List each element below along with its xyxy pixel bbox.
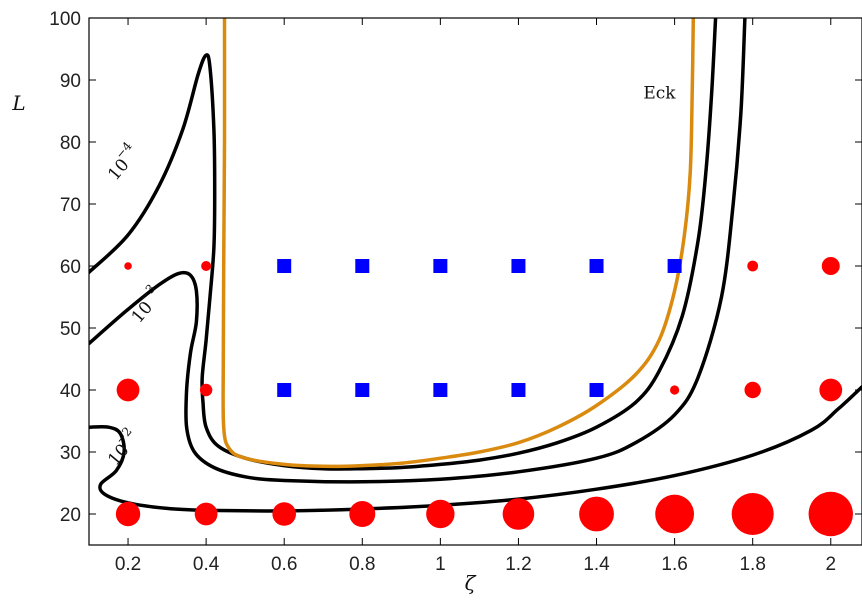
contour-label: 10−3 [128,282,158,328]
blue-square-point [355,259,370,273]
blue-square-point [511,259,526,273]
contour-1e-2-curve [89,385,862,513]
eckhaus-curve [221,18,696,469]
y-tick-label: 20 [60,505,81,526]
y-tick-label: 30 [60,443,81,464]
blue-square-point [511,383,526,397]
contour-label: 10−4 [104,139,135,185]
contour-label-base: 10 [104,155,133,184]
data-points [115,257,853,537]
contour-1e-3-curve [89,18,747,484]
red-point [744,381,761,399]
red-point [655,494,695,534]
blue-square-point [589,383,604,397]
contour-1e-4-curve [89,18,718,471]
x-tick-label: 1.8 [739,554,765,575]
red-point [747,260,759,272]
red-point [731,493,774,535]
y-tick-label: 90 [60,71,81,92]
red-point [821,257,840,275]
red-point [199,383,213,397]
x-tick-label: 1 [435,554,446,575]
blue-square-point [277,259,292,273]
blue-square-point [667,259,682,273]
y-axis-label: L [11,91,25,115]
red-point [115,501,141,527]
blue-square-point [277,383,292,397]
red-point [201,261,212,271]
red-point [502,498,535,530]
x-tick-label: 0.8 [349,554,375,575]
contour-label: 10−2 [104,424,134,470]
blue-square-point [589,259,604,273]
blue-square-point [433,259,448,273]
y-tick-label: 40 [60,381,81,402]
x-axis-label: ζ [465,571,477,595]
y-tick-label: 100 [49,9,81,30]
y-tick-label: 50 [60,319,81,340]
red-point [194,502,218,526]
contour-label-base: 10 [104,440,133,469]
axes: 0.2 0.4 0.6 0.8 1 1.2 1.4 1.6 1.8 2 20 30 40 50 60 70 80… [11,9,862,595]
blue-square-point [433,383,448,397]
red-point [116,378,140,402]
red-point [124,262,132,270]
red-point [426,499,455,529]
plot-frame [88,17,862,546]
x-tick-label: 0.4 [193,554,220,575]
red-point [819,378,843,402]
x-tick-label: 1.2 [505,554,531,575]
x-tick-label: 2 [825,554,836,575]
red-point [579,496,614,532]
contour-lines [89,18,862,513]
y-tick-label: 70 [60,195,81,216]
contour-label-base: 10 [128,298,157,327]
x-tick-label: 1.4 [583,554,610,575]
x-tick-label: 1.6 [661,554,687,575]
y-tick-label: 60 [60,257,81,278]
red-point [670,385,680,395]
y-tick-label: 80 [60,133,81,154]
blue-square-point [355,383,370,397]
red-point [808,491,853,537]
red-point [272,502,297,526]
x-tick-label: 0.6 [271,554,297,575]
x-tick-label: 0.2 [115,554,141,575]
red-point [349,501,376,527]
eckhaus-label: Eck [643,84,676,104]
